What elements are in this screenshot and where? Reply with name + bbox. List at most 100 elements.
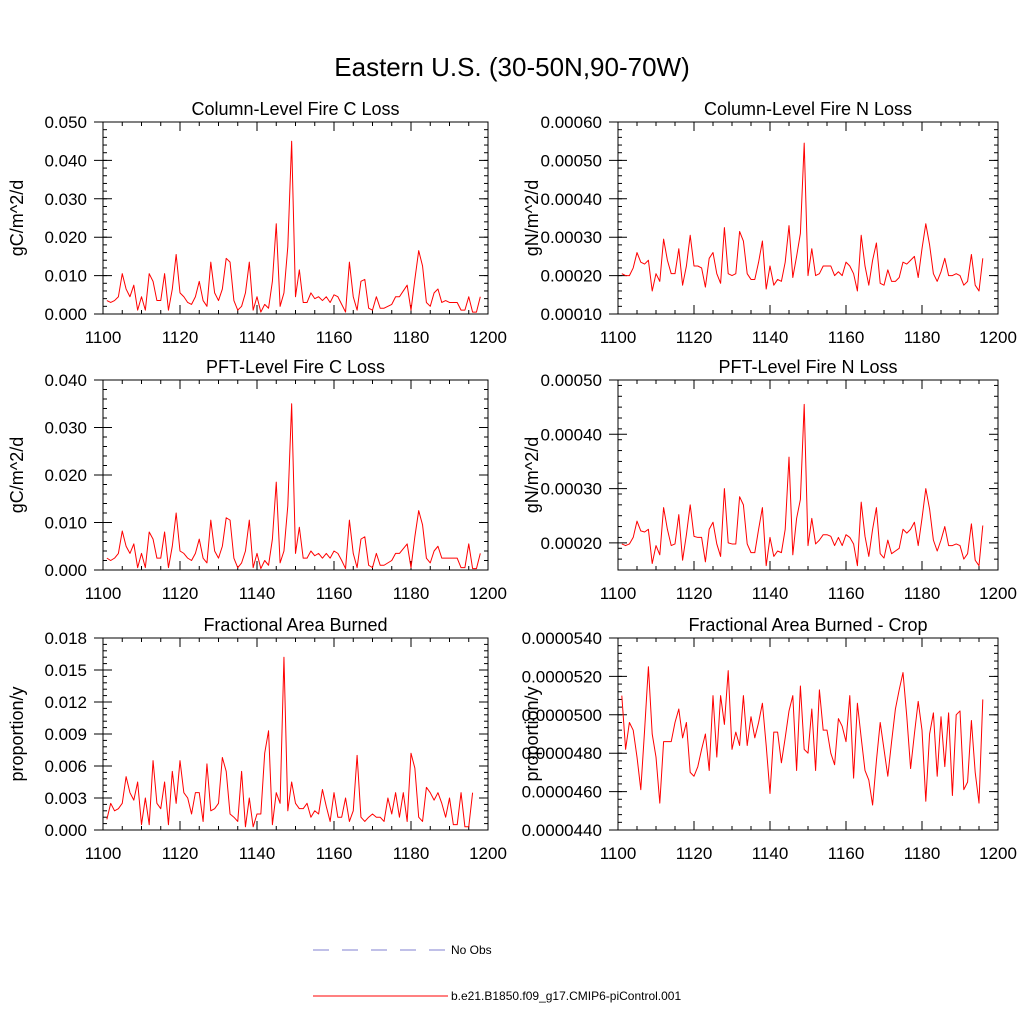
chart-panel-5: Fractional Area Burned proportion/y 1100 11… [7,615,507,863]
y-tick-label: 0.00030 [541,228,602,247]
y-tick-label: 0.00060 [541,113,602,132]
x-tick-label: 1120 [676,584,713,603]
y-tick-label: 0.006 [44,757,87,776]
x-tick-label: 1140 [752,844,789,863]
x-tick-label: 1180 [904,584,941,603]
y-tick-label: 0.040 [44,151,87,170]
x-tick-label: 1120 [676,328,713,347]
y-tick-label: 0.050 [44,113,87,132]
y-axis-label: proportion/y [7,686,27,781]
x-tick-label: 1140 [752,328,789,347]
x-tick-label: 1140 [239,584,276,603]
y-tick-label: 0.000 [44,821,87,840]
x-tick-label: 1180 [393,328,430,347]
panels-group: Column-Level Fire C Loss gC/m^2/d 1100 1120… [7,99,1017,863]
y-tick-label: 0.012 [44,693,87,712]
y-axis-label: proportion/y [522,686,542,781]
x-tick-label: 1120 [162,844,199,863]
x-tick-label: 1100 [600,844,637,863]
y-tick-label: 0.010 [44,267,87,286]
y-tick-label: 0.009 [44,725,87,744]
x-tick-label: 1180 [393,584,430,603]
x-tick-label: 1200 [979,844,1017,863]
x-tick-label: 1200 [979,584,1017,603]
x-tick-label: 1140 [239,328,276,347]
chart-panel-2: Column-Level Fire N Loss gN/m^2/d 1100 1120… [522,99,1017,347]
y-tick-label: 0.020 [44,466,87,485]
x-tick-label: 1200 [979,328,1017,347]
x-tick-label: 1100 [85,584,122,603]
x-tick-label: 1160 [316,844,353,863]
x-tick-label: 1160 [828,584,865,603]
y-axis-label: gN/m^2/d [522,180,542,256]
y-tick-label: 0.0000480 [522,744,602,763]
series-line-1 [621,142,984,292]
chart-panel-3: PFT-Level Fire C Loss gC/m^2/d 1100 1120 114… [7,357,507,603]
x-tick-label: 1160 [828,844,865,863]
panel-title: Fractional Area Burned - Crop [688,615,927,635]
x-tick-label: 1100 [600,328,637,347]
series-line-1 [106,403,481,570]
y-tick-label: 0.00050 [541,371,602,390]
panel-title: Fractional Area Burned [203,615,387,635]
legend-label-model: b.e21.B1850.f09_g17.CMIP6-piControl.001 [451,989,681,1003]
y-tick-label: 0.00040 [541,190,602,209]
legend-label-no-obs: No Obs [451,943,492,957]
x-tick-label: 1180 [904,844,941,863]
chart-panel-1: Column-Level Fire C Loss gC/m^2/d 1100 1120… [7,99,507,347]
y-tick-label: 0.030 [44,419,87,438]
y-tick-label: 0.0000540 [522,629,602,648]
x-tick-label: 1200 [469,844,507,863]
chart-panel-4: PFT-Level Fire N Loss gN/m^2/d 1100 1120 114… [522,357,1017,603]
x-tick-label: 1200 [469,328,507,347]
chart-panel-6: Fractional Area Burned - Crop proportion/… [522,615,1017,863]
x-tick-label: 1140 [239,844,276,863]
y-axis-label: gC/m^2/d [7,437,27,513]
series-line-1 [106,140,481,313]
y-tick-label: 0.003 [44,789,87,808]
x-tick-label: 1160 [828,328,865,347]
panel-title: PFT-Level Fire C Loss [206,357,385,377]
y-tick-label: 0.018 [44,629,87,648]
y-tick-label: 0.0000500 [522,706,602,725]
y-tick-label: 0.040 [44,371,87,390]
y-tick-label: 0.020 [44,228,87,247]
y-tick-label: 0.00020 [541,267,602,286]
series-line-1 [621,403,984,567]
x-tick-label: 1120 [162,328,199,347]
panel-title: PFT-Level Fire N Loss [718,357,897,377]
y-tick-label: 0.0000440 [522,821,602,840]
y-tick-label: 0.0000520 [522,667,602,686]
y-tick-label: 0.00040 [541,425,602,444]
x-tick-label: 1200 [469,584,507,603]
y-tick-label: 0.000 [44,305,87,324]
y-axis-label: gC/m^2/d [7,180,27,256]
y-tick-label: 0.030 [44,190,87,209]
x-tick-label: 1160 [316,328,353,347]
x-tick-label: 1100 [85,328,122,347]
y-tick-label: 0.015 [44,661,87,680]
legend: No Obs b.e21.B1850.f09_g17.CMIP6-piContr… [313,943,681,1003]
x-tick-label: 1100 [600,584,637,603]
x-tick-label: 1180 [393,844,430,863]
x-tick-label: 1160 [316,584,353,603]
y-tick-label: 0.000 [44,561,87,580]
y-tick-label: 0.0000460 [522,783,602,802]
figure-title: Eastern U.S. (30-50N,90-70W) [334,52,689,82]
panel-title: Column-Level Fire C Loss [191,99,399,119]
series-line-1 [106,656,474,828]
y-tick-label: 0.00010 [541,305,602,324]
y-tick-label: 0.00050 [541,151,602,170]
y-tick-label: 0.00020 [541,534,602,553]
x-tick-label: 1120 [162,584,199,603]
series-line-1 [621,666,984,806]
y-tick-label: 0.00030 [541,480,602,499]
x-tick-label: 1120 [676,844,713,863]
y-tick-label: 0.010 [44,514,87,533]
panel-title: Column-Level Fire N Loss [704,99,912,119]
y-axis-label: gN/m^2/d [522,437,542,513]
x-tick-label: 1140 [752,584,789,603]
x-tick-label: 1100 [85,844,122,863]
